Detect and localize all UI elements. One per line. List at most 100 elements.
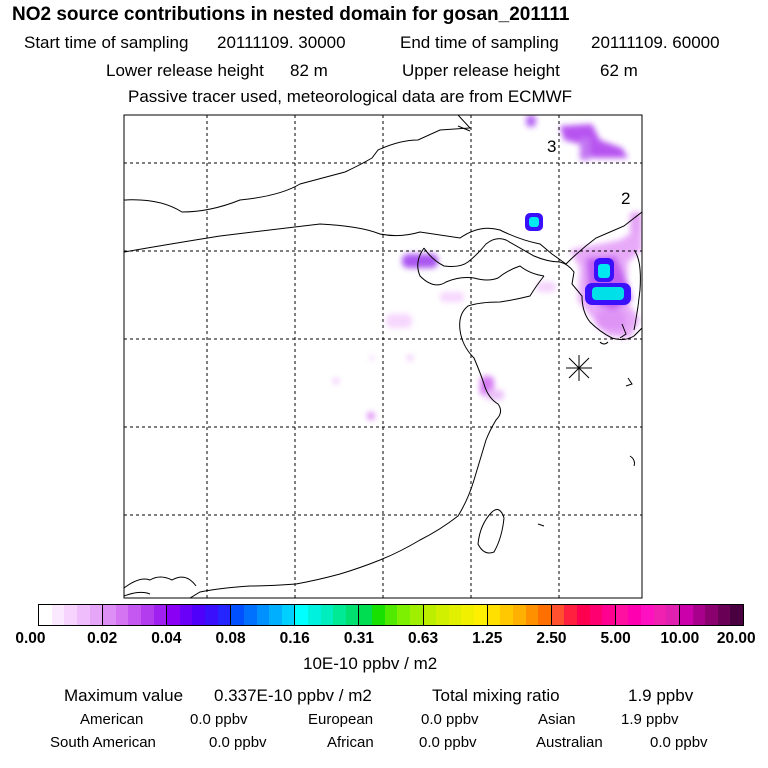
colorbar-swatch [692,605,706,625]
colorbar-swatch [179,605,193,625]
colorbar-segment [39,605,103,625]
colorbar-swatch [717,605,731,625]
colorbar-segment [102,605,167,625]
korea-coast [423,238,642,341]
plume-north [526,115,536,127]
colorbar-swatch [409,605,423,625]
colorbar-tick-label: 0.63 [407,630,439,647]
colorbar-swatch [577,605,590,625]
jeju-coast [619,323,627,339]
colorbar-tick-label: 2.50 [536,630,567,647]
region-label-3: 3 [547,137,556,156]
american-value: 0.0 ppbv [190,711,248,728]
plume-east-edge [630,212,642,234]
concentration-field [333,115,642,420]
lower-release-label: Lower release height [106,61,264,80]
colorbar-swatch [64,605,77,625]
start-time-label: Start time of sampling [24,33,189,52]
max-value: 0.337E-10 ppbv / m2 [214,686,372,705]
kyushu-edge [625,377,633,387]
colorbar-tick-label: 0.16 [279,630,310,647]
receptor-icon-gosan [566,355,592,381]
colorbar-tick-label: 0.08 [215,630,246,647]
colorbar-swatch [512,605,526,625]
colorbar-swatch [256,605,270,625]
page-title: NO2 source contributions in nested domai… [12,4,570,25]
colorbar-swatch [281,605,295,625]
end-time-label: End time of sampling [400,33,559,52]
colorbar-swatch [231,605,244,625]
colorbar-swatch [538,605,551,625]
total-mixing-label: Total mixing ratio [432,686,560,705]
colorbar-swatch [602,605,615,625]
colorbar-swatch [474,605,487,625]
colorbar-swatch [243,605,257,625]
colorbar-segment [678,605,744,625]
european-label: European [308,711,374,728]
asian-label: Asian [538,711,576,728]
colorbar-swatch [372,605,385,625]
colorbar-unit: 10E-10 ppbv / m2 [303,654,438,673]
colorbar-swatch [140,605,154,625]
korea-islet [599,341,609,345]
colorbar-swatch [423,605,437,625]
colorbar-swatch [320,605,334,625]
max-value-label: Maximum value [64,686,184,705]
mongolia-border [124,115,472,213]
south-american-value: 0.0 ppbv [209,734,267,751]
upper-release-value: 62 m [600,61,638,80]
tracer-note: Passive tracer used, meteorological data… [128,87,573,106]
bohai-coast [417,247,545,286]
colorbar-swatch [487,605,501,625]
colorbar [38,604,744,626]
start-time-value: 20111109. 30000 [217,33,346,52]
colorbar-tick-label: 10.00 [660,630,700,647]
colorbar-swatch [76,605,90,625]
australian-label: Australian [536,734,603,751]
colorbar-swatch [653,605,667,625]
map-frame [123,114,643,599]
colorbar-tick-label: 1.25 [472,630,503,647]
colorbar-swatch [153,605,167,625]
colorbar-segment [358,605,423,625]
colorbar-swatch [128,605,141,625]
taiwan [477,509,505,554]
colorbar-swatch [500,605,513,625]
south-american-label: South American [50,734,156,751]
colorbar-swatch [448,605,462,625]
colorbar-swatch [564,605,577,625]
plume-northeast [560,124,628,158]
colorbar-segment [550,605,615,625]
colorbar-swatch [269,605,282,625]
plume-faint-4 [386,314,412,328]
colorbar-tick-label: 20.00 [716,630,756,647]
american-label: American [80,711,144,728]
ryukyu-1 [629,455,635,467]
colorbar-swatch [730,605,744,625]
colorbar-segment [422,605,487,625]
colorbar-tick-label: 0.02 [87,630,118,647]
plume-korea-south [596,310,626,330]
china-east-coast [189,275,545,598]
total-mixing-value: 1.9 ppbv [628,686,694,705]
hainan-coast [124,591,151,597]
graticule [124,115,642,598]
colorbar-swatch [436,605,449,625]
colorbar-swatch [115,605,129,625]
colorbar-swatch [525,605,539,625]
colorbar-swatch [89,605,103,625]
colorbar-swatch [666,605,679,625]
colorbar-swatch [39,605,52,625]
colorbar-segment [166,605,231,625]
plume-northeast-tail [580,138,590,160]
colorbar-swatch [589,605,603,625]
colorbar-swatch [51,605,65,625]
region-label-2: 2 [621,189,630,208]
coastlines [124,115,642,598]
ryukyu-2 [537,523,545,527]
plume-faint-5 [440,292,464,302]
lower-release-value: 82 m [290,61,328,80]
australian-value: 0.0 ppbv [650,734,708,751]
colorbar-swatch [384,605,398,625]
african-value: 0.0 ppbv [419,734,477,751]
